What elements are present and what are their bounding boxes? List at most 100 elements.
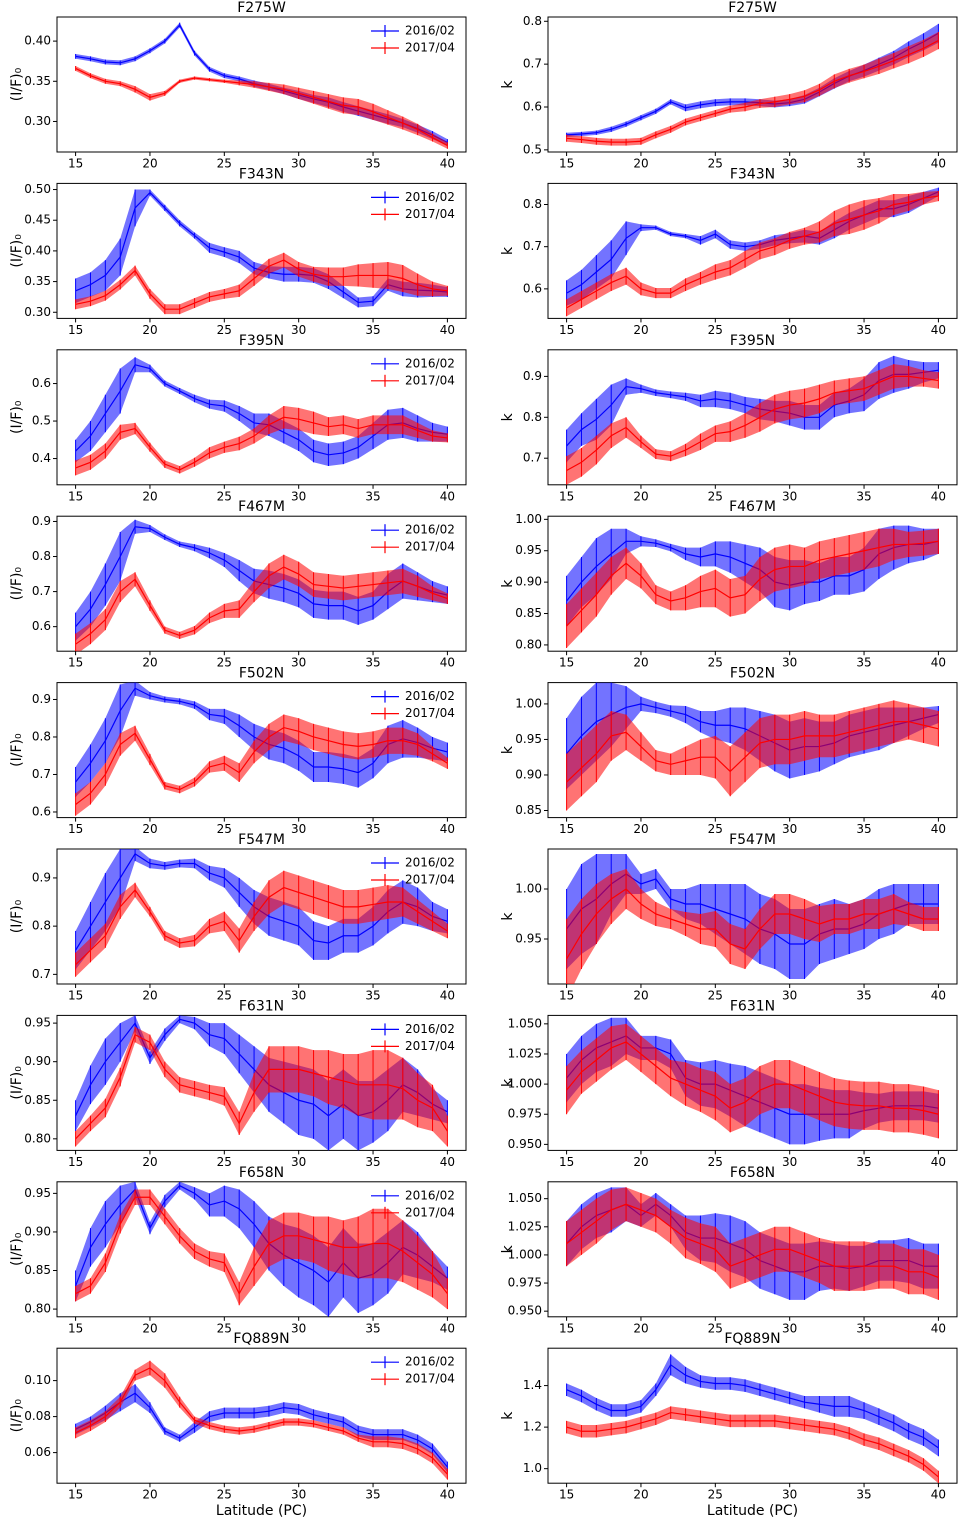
y-axis-label: (I/F)₀ <box>9 1066 25 1100</box>
y-tick-label: 0.85 <box>515 606 542 620</box>
y-axis-label: k <box>500 1411 516 1420</box>
x-tick-label: 40 <box>931 656 946 670</box>
error-band <box>75 870 448 977</box>
x-tick-label: 35 <box>856 1321 871 1335</box>
x-tick-label: 40 <box>931 1155 946 1169</box>
x-axis-label: Latitude (PC) <box>216 1503 307 1517</box>
x-tick-label: 35 <box>365 1155 380 1169</box>
y-axis-label: (I/F)₀ <box>9 400 25 434</box>
error-band <box>75 66 448 149</box>
y-tick-label: 0.80 <box>24 1302 51 1316</box>
x-tick-label: 25 <box>708 489 723 503</box>
y-tick-label: 0.85 <box>24 1093 51 1107</box>
series-line <box>75 566 448 645</box>
plot-area <box>566 23 939 146</box>
error-band <box>566 1187 939 1300</box>
x-tick-label: 20 <box>633 323 648 337</box>
y-tick-label: 0.8 <box>32 549 51 563</box>
y-tick-label: 0.35 <box>24 74 51 88</box>
x-tick-label: 20 <box>633 157 648 171</box>
y-axis-label: (I/F)₀ <box>9 733 25 767</box>
legend-label: 2017/04 <box>405 1039 455 1053</box>
axes-frame <box>547 848 958 985</box>
series-line <box>75 1033 448 1140</box>
plot-area <box>566 355 939 485</box>
series-line <box>566 32 939 136</box>
chart-title: F343N <box>239 166 284 182</box>
x-tick-label: 25 <box>217 1488 232 1502</box>
y-axis-label: (I/F)₀ <box>9 899 25 933</box>
y-tick-label: 0.7 <box>32 584 51 598</box>
plot-area <box>566 1017 939 1145</box>
y-tick-label: 0.4 <box>32 451 51 465</box>
y-tick-label: 0.35 <box>24 274 51 288</box>
axes-frame <box>56 1014 467 1151</box>
x-tick-label: 20 <box>142 1321 157 1335</box>
plot-area <box>75 22 448 149</box>
series-line <box>566 195 939 309</box>
y-tick-label: 1.025 <box>508 1219 542 1233</box>
x-tick-label: 40 <box>440 323 455 337</box>
legend-label: 2017/04 <box>405 706 455 720</box>
x-tick-label: 30 <box>782 489 797 503</box>
axes-frame <box>56 682 467 819</box>
x-tick-label: 20 <box>142 489 157 503</box>
legend-label: 2016/02 <box>405 856 455 870</box>
legend-label: 2016/02 <box>405 689 455 703</box>
y-axis-label: k <box>500 1078 516 1087</box>
plot-area <box>75 189 448 315</box>
y-axis-label: k <box>500 745 516 754</box>
x-tick-label: 20 <box>633 989 648 1003</box>
x-tick-label: 25 <box>708 989 723 1003</box>
x-tick-label: 15 <box>68 1488 83 1502</box>
plot-area <box>566 854 939 984</box>
y-tick-label: 0.5 <box>523 142 542 156</box>
y-axis-label: (I/F)₀ <box>9 1399 25 1433</box>
plot-area <box>75 519 448 652</box>
x-tick-label: 20 <box>142 1488 157 1502</box>
series-line <box>75 886 448 966</box>
legend-label: 2016/02 <box>405 356 455 370</box>
x-tick-label: 30 <box>291 656 306 670</box>
x-tick-label: 20 <box>633 1488 648 1502</box>
x-tick-label: 15 <box>559 1488 574 1502</box>
x-tick-label: 15 <box>559 323 574 337</box>
y-tick-label: 0.95 <box>515 732 542 746</box>
error-band <box>75 1360 448 1480</box>
x-tick-label: 20 <box>633 489 648 503</box>
series-line <box>566 1203 939 1278</box>
axes-frame <box>56 1347 467 1484</box>
x-tick-label: 35 <box>856 656 871 670</box>
y-tick-label: 0.80 <box>515 637 542 651</box>
plot-area <box>566 187 939 317</box>
x-tick-label: 40 <box>440 1155 455 1169</box>
x-tick-label: 40 <box>931 323 946 337</box>
x-tick-label: 30 <box>291 1488 306 1502</box>
y-tick-label: 0.85 <box>515 803 542 817</box>
series-line <box>75 726 448 805</box>
error-band <box>75 554 448 652</box>
series-line <box>566 721 939 783</box>
axes-frame <box>547 182 958 319</box>
x-tick-label: 15 <box>559 157 574 171</box>
chart-title: F658N <box>239 1165 284 1181</box>
chart-title: F502N <box>730 666 775 682</box>
x-tick-label: 30 <box>782 1155 797 1169</box>
y-axis-label: k <box>500 1244 516 1253</box>
chart-title: F275W <box>728 0 777 16</box>
x-tick-label: 30 <box>782 822 797 836</box>
y-tick-label: 0.85 <box>24 1263 51 1277</box>
error-band <box>566 854 939 979</box>
chart-title: F547M <box>238 832 285 848</box>
axes-frame <box>547 16 958 153</box>
chart-title: F631N <box>730 998 775 1014</box>
y-tick-label: 1.2 <box>523 1420 542 1434</box>
y-tick-label: 0.7 <box>32 967 51 981</box>
x-tick-label: 40 <box>931 489 946 503</box>
x-tick-label: 40 <box>931 989 946 1003</box>
x-tick-label: 35 <box>365 989 380 1003</box>
y-tick-label: 0.7 <box>523 57 542 71</box>
x-tick-label: 30 <box>782 323 797 337</box>
y-axis-label: k <box>500 579 516 588</box>
axes-frame <box>56 515 467 652</box>
